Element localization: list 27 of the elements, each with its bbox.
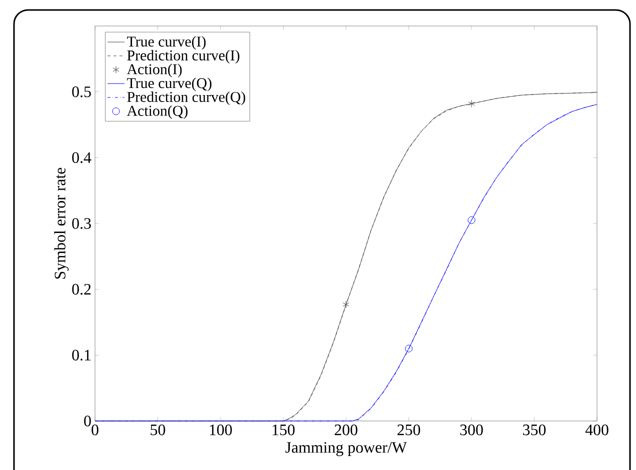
y-tick-label: 0.3	[72, 218, 91, 229]
x-tick-label: 300	[460, 424, 483, 436]
x-tick-label: 350	[523, 424, 546, 436]
legend-label: True curve(Q)	[127, 78, 212, 92]
x-tick-label: 200	[334, 424, 358, 436]
x-tick-label: 150	[272, 424, 295, 436]
legend-label: Prediction curve(I)	[127, 50, 240, 64]
x-tick-label: 400	[585, 424, 608, 436]
point	[468, 216, 476, 224]
y-tick-label: 0	[84, 416, 91, 426]
point	[468, 100, 475, 108]
point	[405, 344, 413, 352]
y-axis-title: Symbol error rate	[54, 168, 69, 279]
y-tick-label: 0.5	[72, 86, 91, 98]
legend-label: Action(Q)	[126, 105, 188, 119]
x-tick-label: 100	[210, 424, 232, 436]
y-tick-label: 0.2	[72, 284, 91, 295]
x-tick-label: 0	[92, 424, 98, 436]
x-axis-title: Jamming power/W	[285, 442, 407, 456]
legend-label: True curve(I)	[127, 36, 206, 50]
point	[342, 300, 350, 308]
legend-label: Action(I)	[126, 64, 182, 78]
y-tick-label: 0.4	[72, 152, 92, 164]
x-tick-label: 250	[398, 424, 420, 436]
y-tick-label: 0.1	[72, 350, 91, 361]
legend-label: Prediction curve(Q)	[127, 92, 246, 106]
x-tick-label: 50	[150, 424, 166, 436]
